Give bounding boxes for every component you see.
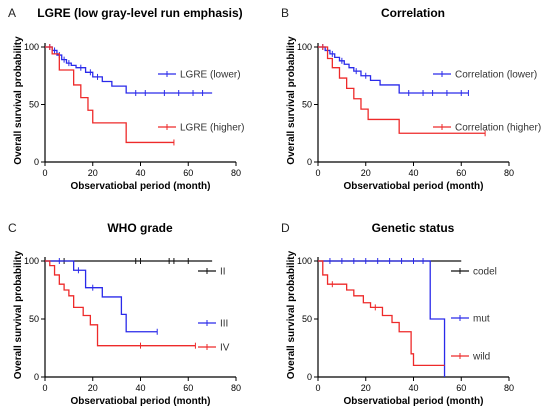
- panel-c-series-iv-legend-label: IV: [220, 343, 230, 354]
- panel-d-series-mut-line: [318, 260, 446, 377]
- panel-b-title: Correlation: [381, 6, 445, 20]
- panel-d-series-wild-line: [318, 260, 445, 367]
- panel-a-y-tick-label: 100: [24, 42, 39, 52]
- panel-c-x-axis-label: Observatiobal period (month): [70, 396, 210, 407]
- panel-b-y-tick-label: 50: [302, 100, 312, 110]
- panel-a-x-axis-label: Observatiobal period (month): [70, 181, 210, 192]
- panel-a-y-tick-label: 0: [34, 157, 39, 167]
- panel-c-series-iii-line: [45, 260, 158, 333]
- panel-b-series-correlation-higher-legend-label: Correlation (higher): [455, 123, 541, 134]
- panel-b-series-correlation-lower-line: [318, 46, 469, 94]
- panel-d-y-tick-label: 50: [302, 314, 312, 324]
- panel-b-x-tick-label: 20: [361, 168, 371, 178]
- panel-b-x-tick-label: 60: [456, 168, 466, 178]
- panel-d-x-tick-label: 20: [361, 383, 371, 393]
- panel-d-series-mut-legend-label: mut: [473, 314, 490, 325]
- panel-b-y-tick-label: 100: [297, 42, 312, 52]
- panel-c-y-tick-label: 50: [29, 314, 39, 324]
- panel-a-x-tick-label: 20: [88, 168, 98, 178]
- panel-c-y-axis-label: Overall survival probability: [13, 250, 24, 379]
- panel-b-letter: B: [281, 6, 289, 20]
- panel-d-x-axis-label: Observatiobal period (month): [343, 396, 483, 407]
- panel-a-x-tick-label: 80: [231, 168, 241, 178]
- panel-c-x-tick-label: 20: [88, 383, 98, 393]
- panel-b-x-tick-label: 0: [315, 168, 320, 178]
- panel-c-series-ii-legend-label: II: [220, 267, 226, 278]
- panel-a-x-tick-label: 0: [42, 168, 47, 178]
- panel-d-x-tick-label: 60: [456, 383, 466, 393]
- panel-a-letter: A: [8, 6, 16, 20]
- panel-d-y-axis-label: Overall survival probability: [286, 250, 297, 379]
- panel-c-series-iv-line: [45, 260, 196, 347]
- panel-c-letter: C: [8, 221, 17, 235]
- panel-a-title: LGRE (low gray-level run emphasis): [37, 6, 242, 20]
- panel-c-series-iii-legend-label: III: [220, 319, 228, 330]
- panel-b-y-tick-label: 0: [307, 157, 312, 167]
- panel-d-x-tick-label: 80: [504, 383, 514, 393]
- panel-b-x-tick-label: 40: [408, 168, 418, 178]
- panel-d-title: Genetic status: [372, 221, 455, 235]
- panel-c-y-tick-label: 100: [24, 256, 39, 266]
- panel-b-series-correlation-lower-legend-label: Correlation (lower): [455, 70, 537, 81]
- panel-a-series-lgre-lower-legend-label: LGRE (lower): [180, 70, 241, 81]
- panel-a-x-tick-label: 60: [183, 168, 193, 178]
- panel-b-y-axis-label: Overall survival probability: [286, 36, 297, 165]
- panel-d-series-wild-legend-label: wild: [472, 352, 490, 363]
- panel-b-x-tick-label: 80: [504, 168, 514, 178]
- panel-c-x-tick-label: 40: [135, 383, 145, 393]
- panel-a-y-axis-label: Overall survival probability: [13, 36, 24, 165]
- panel-c-x-tick-label: 60: [183, 383, 193, 393]
- panel-c-x-tick-label: 80: [231, 383, 241, 393]
- panel-d-letter: D: [281, 221, 290, 235]
- panel-c-x-tick-label: 0: [42, 383, 47, 393]
- panel-c-title: WHO grade: [107, 221, 173, 235]
- panel-d-series-codel-legend-label: codel: [473, 267, 497, 278]
- panel-b-x-axis-label: Observatiobal period (month): [343, 181, 483, 192]
- panel-a-y-tick-label: 50: [29, 100, 39, 110]
- panel-d-y-tick-label: 100: [297, 256, 312, 266]
- panel-b-series-correlation-higher-line: [318, 46, 486, 134]
- panel-d-x-tick-label: 0: [315, 383, 320, 393]
- panel-a-series-lgre-higher-line: [45, 46, 174, 144]
- panel-d-y-tick-label: 0: [307, 372, 312, 382]
- panel-c-y-tick-label: 0: [34, 372, 39, 382]
- panel-d-x-tick-label: 40: [408, 383, 418, 393]
- panel-a-series-lgre-higher-legend-label: LGRE (higher): [180, 123, 244, 134]
- panel-a-x-tick-label: 40: [135, 168, 145, 178]
